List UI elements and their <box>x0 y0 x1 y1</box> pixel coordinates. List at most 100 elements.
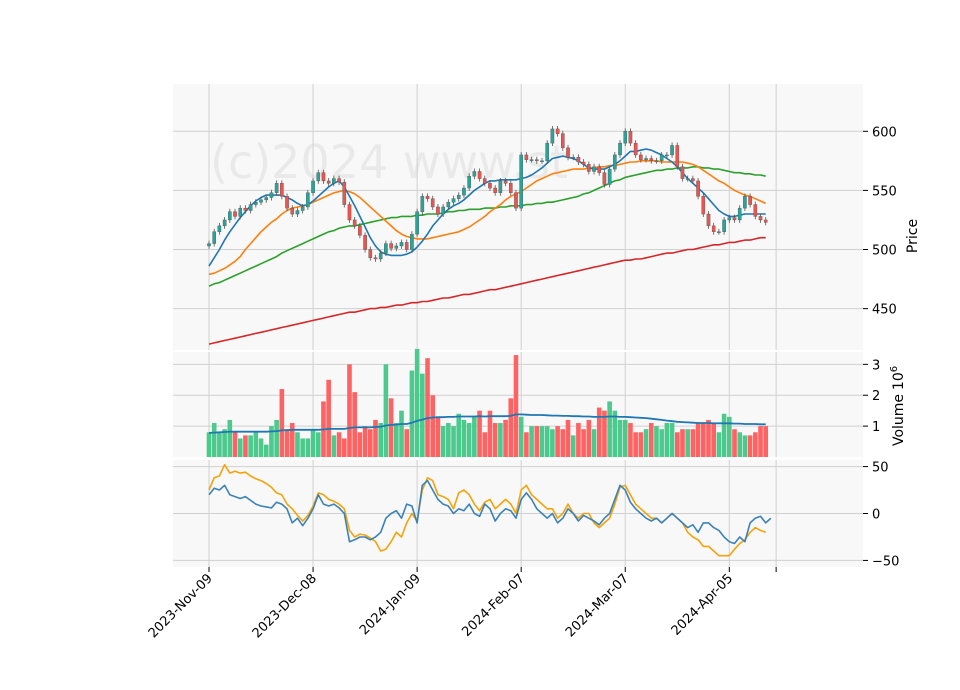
volume-bar <box>758 426 763 457</box>
candle-body <box>488 183 492 189</box>
candle-body <box>368 249 373 258</box>
candle-body <box>763 219 768 223</box>
volume-bar <box>404 429 410 457</box>
candle-body <box>717 231 721 233</box>
volume-bar <box>378 423 383 457</box>
candle-body <box>316 172 321 182</box>
candle-body <box>550 128 555 144</box>
price-y-tick-label: 550 <box>872 184 897 199</box>
candle-body <box>451 198 456 203</box>
candle-body <box>254 202 258 205</box>
volume-bar <box>466 423 472 457</box>
volume-bar <box>727 416 732 457</box>
candle-body <box>613 154 617 170</box>
volume-axis-title: Volume <box>891 394 907 446</box>
volume-bar <box>518 416 524 457</box>
volume-bar <box>211 423 217 457</box>
volume-bar <box>482 432 488 457</box>
volume-bar <box>633 432 638 457</box>
candle-body <box>337 178 341 183</box>
volume-bar <box>596 407 602 457</box>
volume-bar <box>659 429 664 457</box>
volume-bar <box>747 435 753 457</box>
candle-body <box>649 158 654 162</box>
candle-body <box>587 164 591 172</box>
price-y-tick-label: 500 <box>872 244 897 259</box>
oscillator-y-tick-label: 50 <box>872 461 889 476</box>
candle-body <box>222 219 227 227</box>
volume-bar <box>206 432 212 457</box>
volume-y-tick-label: 2 <box>872 389 880 404</box>
candle-body <box>691 178 695 182</box>
x-tick-label: 2023-Dec-08 <box>250 571 320 641</box>
price-y-tick-label: 600 <box>872 125 897 140</box>
candle-body <box>326 180 331 184</box>
candle-body <box>639 154 643 160</box>
volume-bar <box>622 419 628 457</box>
candle-body <box>514 192 518 209</box>
candle-body <box>477 171 482 179</box>
candle-body <box>727 217 732 221</box>
candle-body <box>280 183 284 197</box>
volume-bar <box>560 429 566 457</box>
volume-bar <box>352 392 357 457</box>
volume-bar <box>217 432 222 457</box>
candle-body <box>373 257 378 260</box>
ma-slow-line <box>208 166 766 287</box>
candle-body <box>743 196 747 209</box>
volume-bar <box>763 426 769 457</box>
x-tick-label: 2024-Mar-07 <box>563 571 632 640</box>
candle-body <box>436 206 440 215</box>
candle-body <box>529 159 534 161</box>
volume-bar <box>508 398 514 457</box>
volume-bar <box>222 429 227 457</box>
candle-body <box>212 231 217 244</box>
volume-bar <box>237 438 243 457</box>
volume-bar <box>555 426 560 457</box>
volume-bar <box>451 426 456 457</box>
volume-bar <box>503 419 508 457</box>
volume-bar <box>284 429 290 457</box>
candle-body <box>404 242 409 250</box>
candle-body <box>644 158 648 160</box>
volume-bar <box>674 432 680 457</box>
volume-bar <box>753 432 758 457</box>
volume-bar <box>680 429 685 457</box>
candle-body <box>217 225 222 232</box>
volume-bar <box>643 429 649 457</box>
candle-body <box>519 154 523 209</box>
candle-body <box>243 207 248 211</box>
candle-body <box>456 194 461 199</box>
volume-bar <box>383 364 389 457</box>
volume-bar <box>742 435 748 457</box>
candle-body <box>493 187 497 193</box>
candle-body <box>472 171 477 177</box>
volume-bar <box>700 423 706 457</box>
volume-bar <box>446 423 451 457</box>
volume-bar <box>300 438 305 457</box>
volume-bar <box>289 423 295 457</box>
volume-bar <box>591 429 597 457</box>
volume-bar <box>243 435 248 457</box>
candle-body <box>342 181 347 205</box>
oscillator-y-tick-label: 0 <box>872 508 880 523</box>
volume-bar <box>258 438 264 457</box>
volume-bar <box>669 423 675 457</box>
volume-bar <box>456 413 462 457</box>
candle-body <box>597 166 602 173</box>
volume-bar <box>581 429 586 457</box>
volume-y-tick-label: 1 <box>872 420 880 435</box>
price-y-tick-label: 450 <box>872 303 897 318</box>
candle-body <box>571 157 576 159</box>
candle-body <box>602 172 607 185</box>
volume-bar <box>732 429 737 457</box>
candle-body <box>607 168 612 185</box>
candle-body <box>274 183 279 193</box>
volume-bar <box>305 438 311 457</box>
candle-body <box>633 142 638 156</box>
volume-bar <box>513 355 519 457</box>
volume-ma-line <box>208 413 766 434</box>
volume-bar <box>576 423 581 457</box>
volume-bar <box>524 432 529 457</box>
candle-body <box>498 180 503 193</box>
